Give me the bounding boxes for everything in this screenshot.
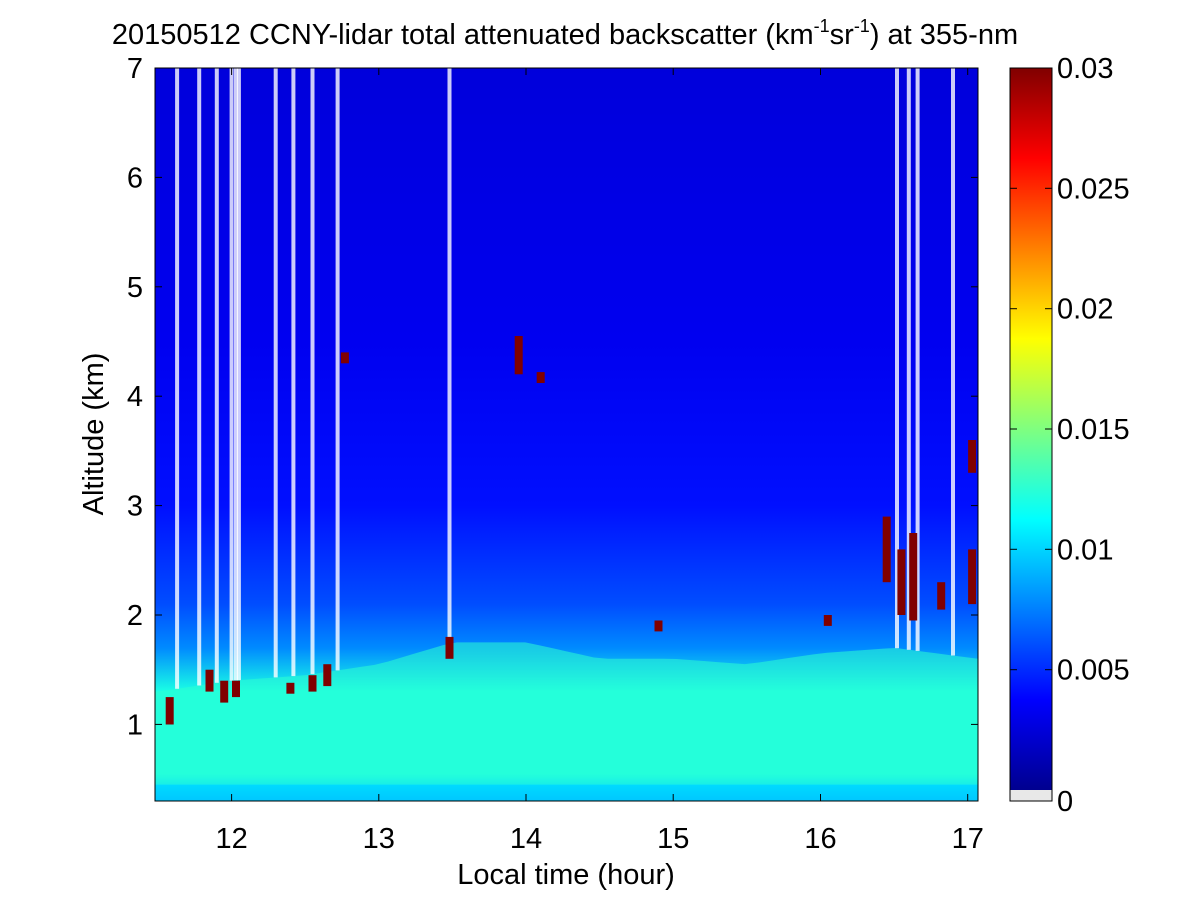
boundary-layer: [155, 642, 978, 785]
signal-dropout: [310, 68, 315, 675]
colorbar-below-range: [1010, 790, 1052, 801]
y-tick-label: 6: [127, 162, 143, 194]
colorbar-tick-label: 0.01: [1057, 534, 1113, 566]
signal-dropout: [229, 68, 234, 681]
signal-dropout: [951, 68, 955, 656]
cloud-return: [205, 669, 214, 692]
x-axis-label: Local time (hour): [457, 859, 675, 891]
signal-dropout: [197, 68, 202, 686]
chart-title: 20150512 CCNY-lidar total attenuated bac…: [112, 16, 1018, 51]
cloud-return: [968, 549, 977, 605]
cloud-return: [514, 336, 523, 375]
colorbar-tick-label: 0.025: [1057, 173, 1130, 205]
colorbar-tick-label: 0.005: [1057, 655, 1130, 687]
signal-dropout: [236, 68, 241, 681]
cloud-return: [232, 680, 240, 698]
y-tick-label: 4: [127, 381, 143, 413]
colorbar-tick-label: 0.02: [1057, 294, 1113, 326]
signal-dropout: [335, 68, 340, 671]
x-tick-label: 12: [215, 823, 247, 855]
colorbar-tick-label: 0: [1057, 786, 1073, 818]
signal-dropout: [291, 68, 296, 677]
cloud-return: [165, 697, 174, 725]
y-axis-ticks: 1 2 3 4 5 6 7: [127, 53, 978, 741]
colorbar-tick-label: 0.015: [1057, 414, 1130, 446]
x-tick-label: 14: [510, 823, 542, 855]
x-tick-label: 16: [804, 823, 836, 855]
signal-dropout: [895, 68, 899, 649]
signal-dropout: [906, 68, 911, 650]
cloud-return: [340, 352, 349, 364]
colorbar-ticks: 0 0.005 0.01 0.015 0.02 0.025 0.03: [1010, 53, 1130, 818]
signal-dropout: [214, 68, 219, 683]
cloud-return: [897, 549, 906, 615]
y-axis-label: Altitude (km): [78, 353, 110, 516]
signal-dropout: [175, 68, 180, 689]
x-tick-label: 13: [363, 823, 395, 855]
cloud-return: [445, 636, 454, 659]
plot-frame: [154, 67, 979, 802]
cloud-return: [882, 516, 891, 583]
signal-dropout: [273, 68, 278, 678]
y-tick-label: 7: [127, 53, 143, 85]
cloud-return: [937, 582, 946, 610]
cloud-return: [536, 372, 545, 383]
y-tick-label: 5: [127, 272, 143, 304]
backscatter-heatmap: [155, 68, 978, 801]
signal-dropout: [234, 68, 238, 681]
cloud-return: [654, 620, 663, 632]
colorbar-tick-label: 0.03: [1057, 53, 1113, 85]
x-axis-ticks: 12 13 14 15 16 17: [215, 68, 984, 855]
signal-dropout: [447, 68, 452, 644]
y-tick-label: 1: [127, 709, 143, 741]
signal-dropout: [915, 68, 920, 651]
cloud-return: [220, 680, 229, 703]
cloud-return: [308, 675, 317, 692]
cloud-return: [323, 664, 332, 687]
colorbar-frame: [1009, 67, 1053, 802]
cloud-return: [909, 533, 918, 621]
y-tick-label: 3: [127, 491, 143, 523]
y-tick-label: 2: [127, 600, 143, 632]
x-tick-label: 17: [952, 823, 984, 855]
cloud-return: [286, 682, 295, 694]
x-tick-label: 15: [657, 823, 689, 855]
cloud-return: [968, 440, 977, 473]
cloud-return: [823, 615, 832, 626]
